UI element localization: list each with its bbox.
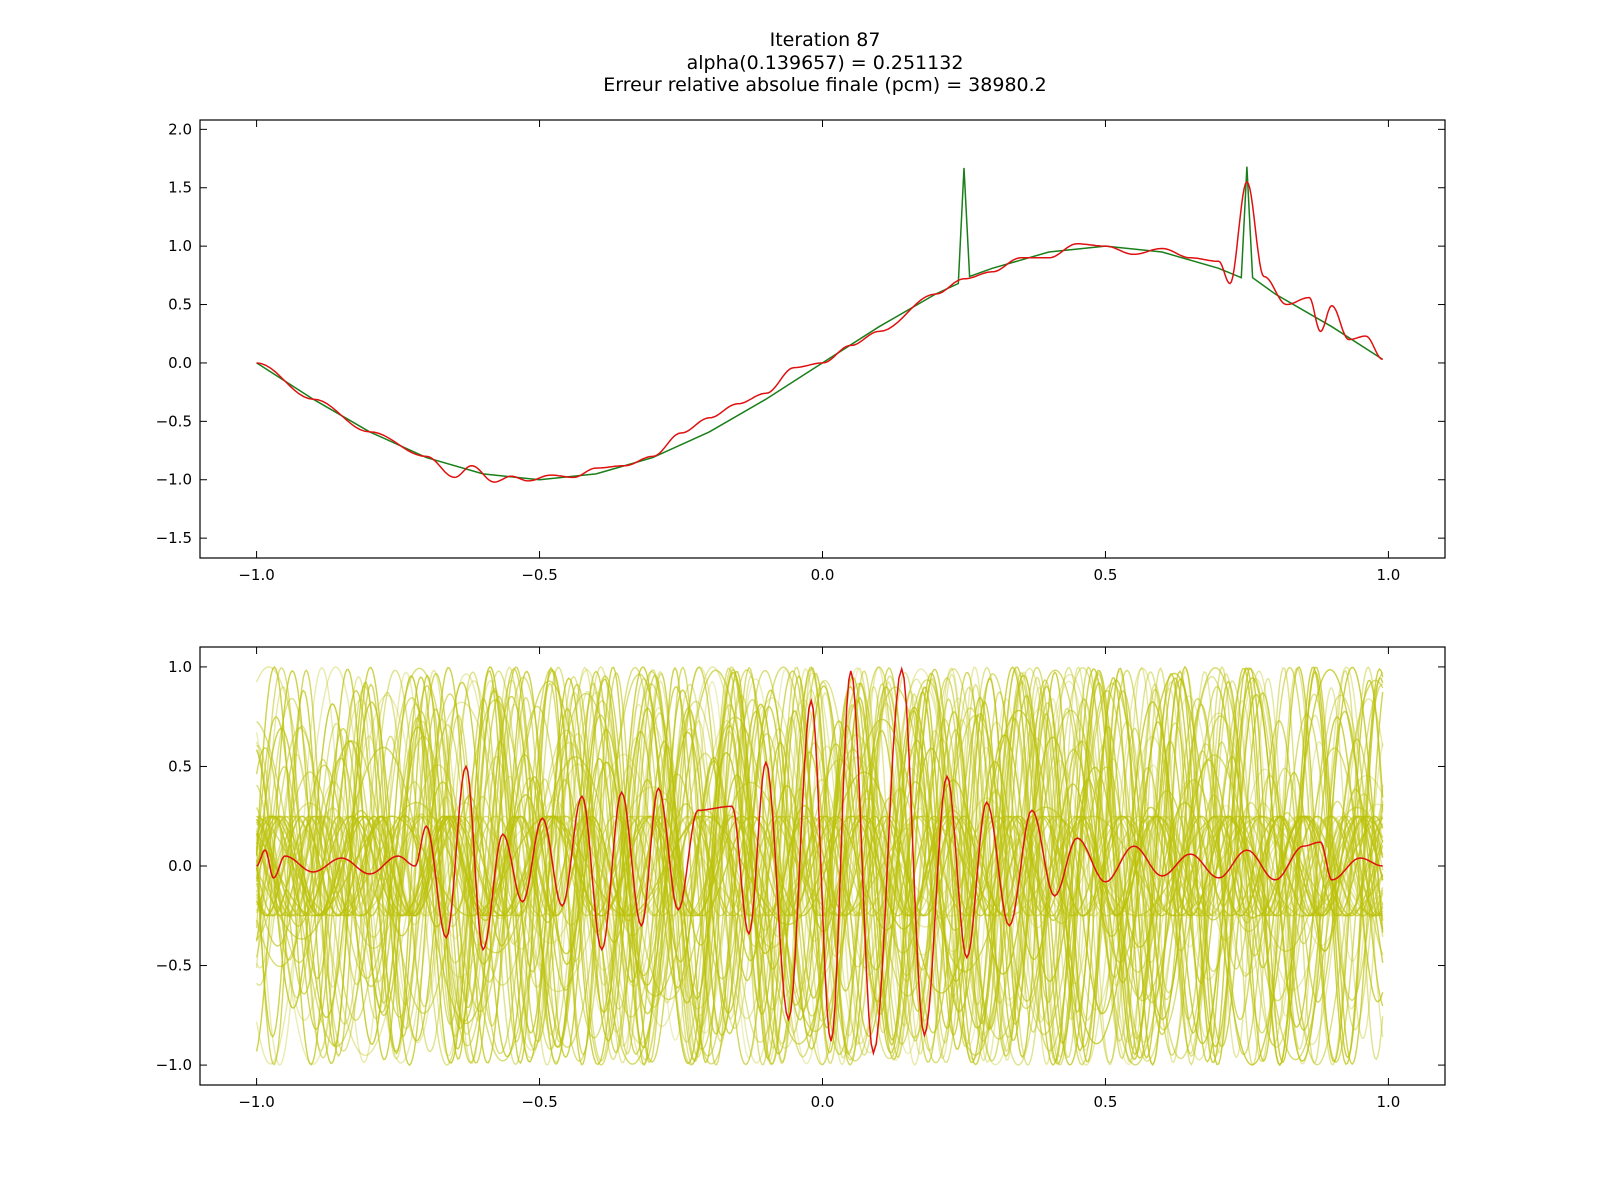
y-tick-label: 2.0 — [168, 120, 192, 138]
title-line-1: Iteration 87 — [769, 29, 881, 51]
basis-function-line — [255, 666, 1384, 1063]
basis-function-line — [255, 666, 1384, 1066]
y-tick-label: 0.5 — [168, 757, 192, 775]
basis-function-line — [255, 667, 1384, 1066]
basis-function-line — [255, 666, 1384, 1066]
x-tick-label: −0.5 — [521, 566, 557, 584]
basis-function-line — [255, 666, 1384, 1066]
x-tick-label: 1.0 — [1376, 1093, 1400, 1111]
target-series-line — [256, 166, 1384, 481]
basis-function-line — [255, 667, 1384, 1066]
y-tick-label: −1.5 — [156, 529, 192, 547]
x-tick-label: −1.0 — [238, 566, 274, 584]
x-tick-label: 1.0 — [1376, 566, 1400, 584]
y-tick-label: −1.0 — [156, 1056, 192, 1074]
title-line-2: alpha(0.139657) = 0.251132 — [686, 51, 964, 74]
y-tick-label: 1.0 — [168, 237, 192, 255]
top-axes: −1.0 −0.5 0.0 0.5 1.0 2.0 1.5 1.0 0.5 0.0 −0.5 −1.0… — [156, 119, 1446, 584]
x-tick-label: −1.0 — [238, 1093, 274, 1111]
x-tick-label: 0.0 — [811, 1093, 835, 1111]
y-tick-label: −0.5 — [156, 957, 192, 975]
y-tick-label: 1.5 — [168, 179, 192, 197]
y-tick-label: −1.0 — [156, 471, 192, 489]
basis-function-line — [256, 667, 1384, 1066]
chart-title: Iteration 87 alpha(0.139657) = 0.251132 … — [0, 29, 1600, 97]
plot-area — [255, 665, 1384, 1067]
basis-function-line — [256, 666, 1384, 1063]
basis-function-line — [255, 666, 1384, 1067]
x-tick-label: 0.5 — [1094, 1093, 1118, 1111]
bottom-axes: −1.0 −0.5 0.0 0.5 1.0 1.0 0.5 0.0 −0.5 −1.0 — [156, 646, 1446, 1111]
y-tick-label: 0.0 — [168, 857, 192, 875]
x-tick-label: 0.0 — [811, 566, 835, 584]
basis-function-line — [255, 666, 1384, 1066]
highlighted-function-line — [256, 666, 1383, 1056]
y-tick-label: 0.5 — [168, 296, 192, 314]
y-tick-label: 1.0 — [168, 658, 192, 676]
axes-frame — [199, 119, 1446, 559]
y-tick-label: 0.0 — [168, 354, 192, 372]
title-line-3: Erreur relative absolue finale (pcm) = 3… — [603, 74, 1047, 96]
plot-area — [256, 166, 1384, 483]
basis-function-line — [255, 666, 1384, 1061]
x-tick-label: −0.5 — [521, 1093, 557, 1111]
x-tick-label: 0.5 — [1094, 566, 1118, 584]
basis-function-line — [255, 668, 1384, 1066]
basis-function-line — [255, 666, 1384, 1066]
basis-function-line — [256, 666, 1384, 1066]
basis-function-line — [255, 666, 1384, 1066]
basis-function-line — [255, 666, 1384, 1065]
basis-function-line — [255, 665, 1384, 1066]
approx-series-line — [256, 180, 1383, 483]
y-tick-label: −0.5 — [156, 412, 192, 430]
